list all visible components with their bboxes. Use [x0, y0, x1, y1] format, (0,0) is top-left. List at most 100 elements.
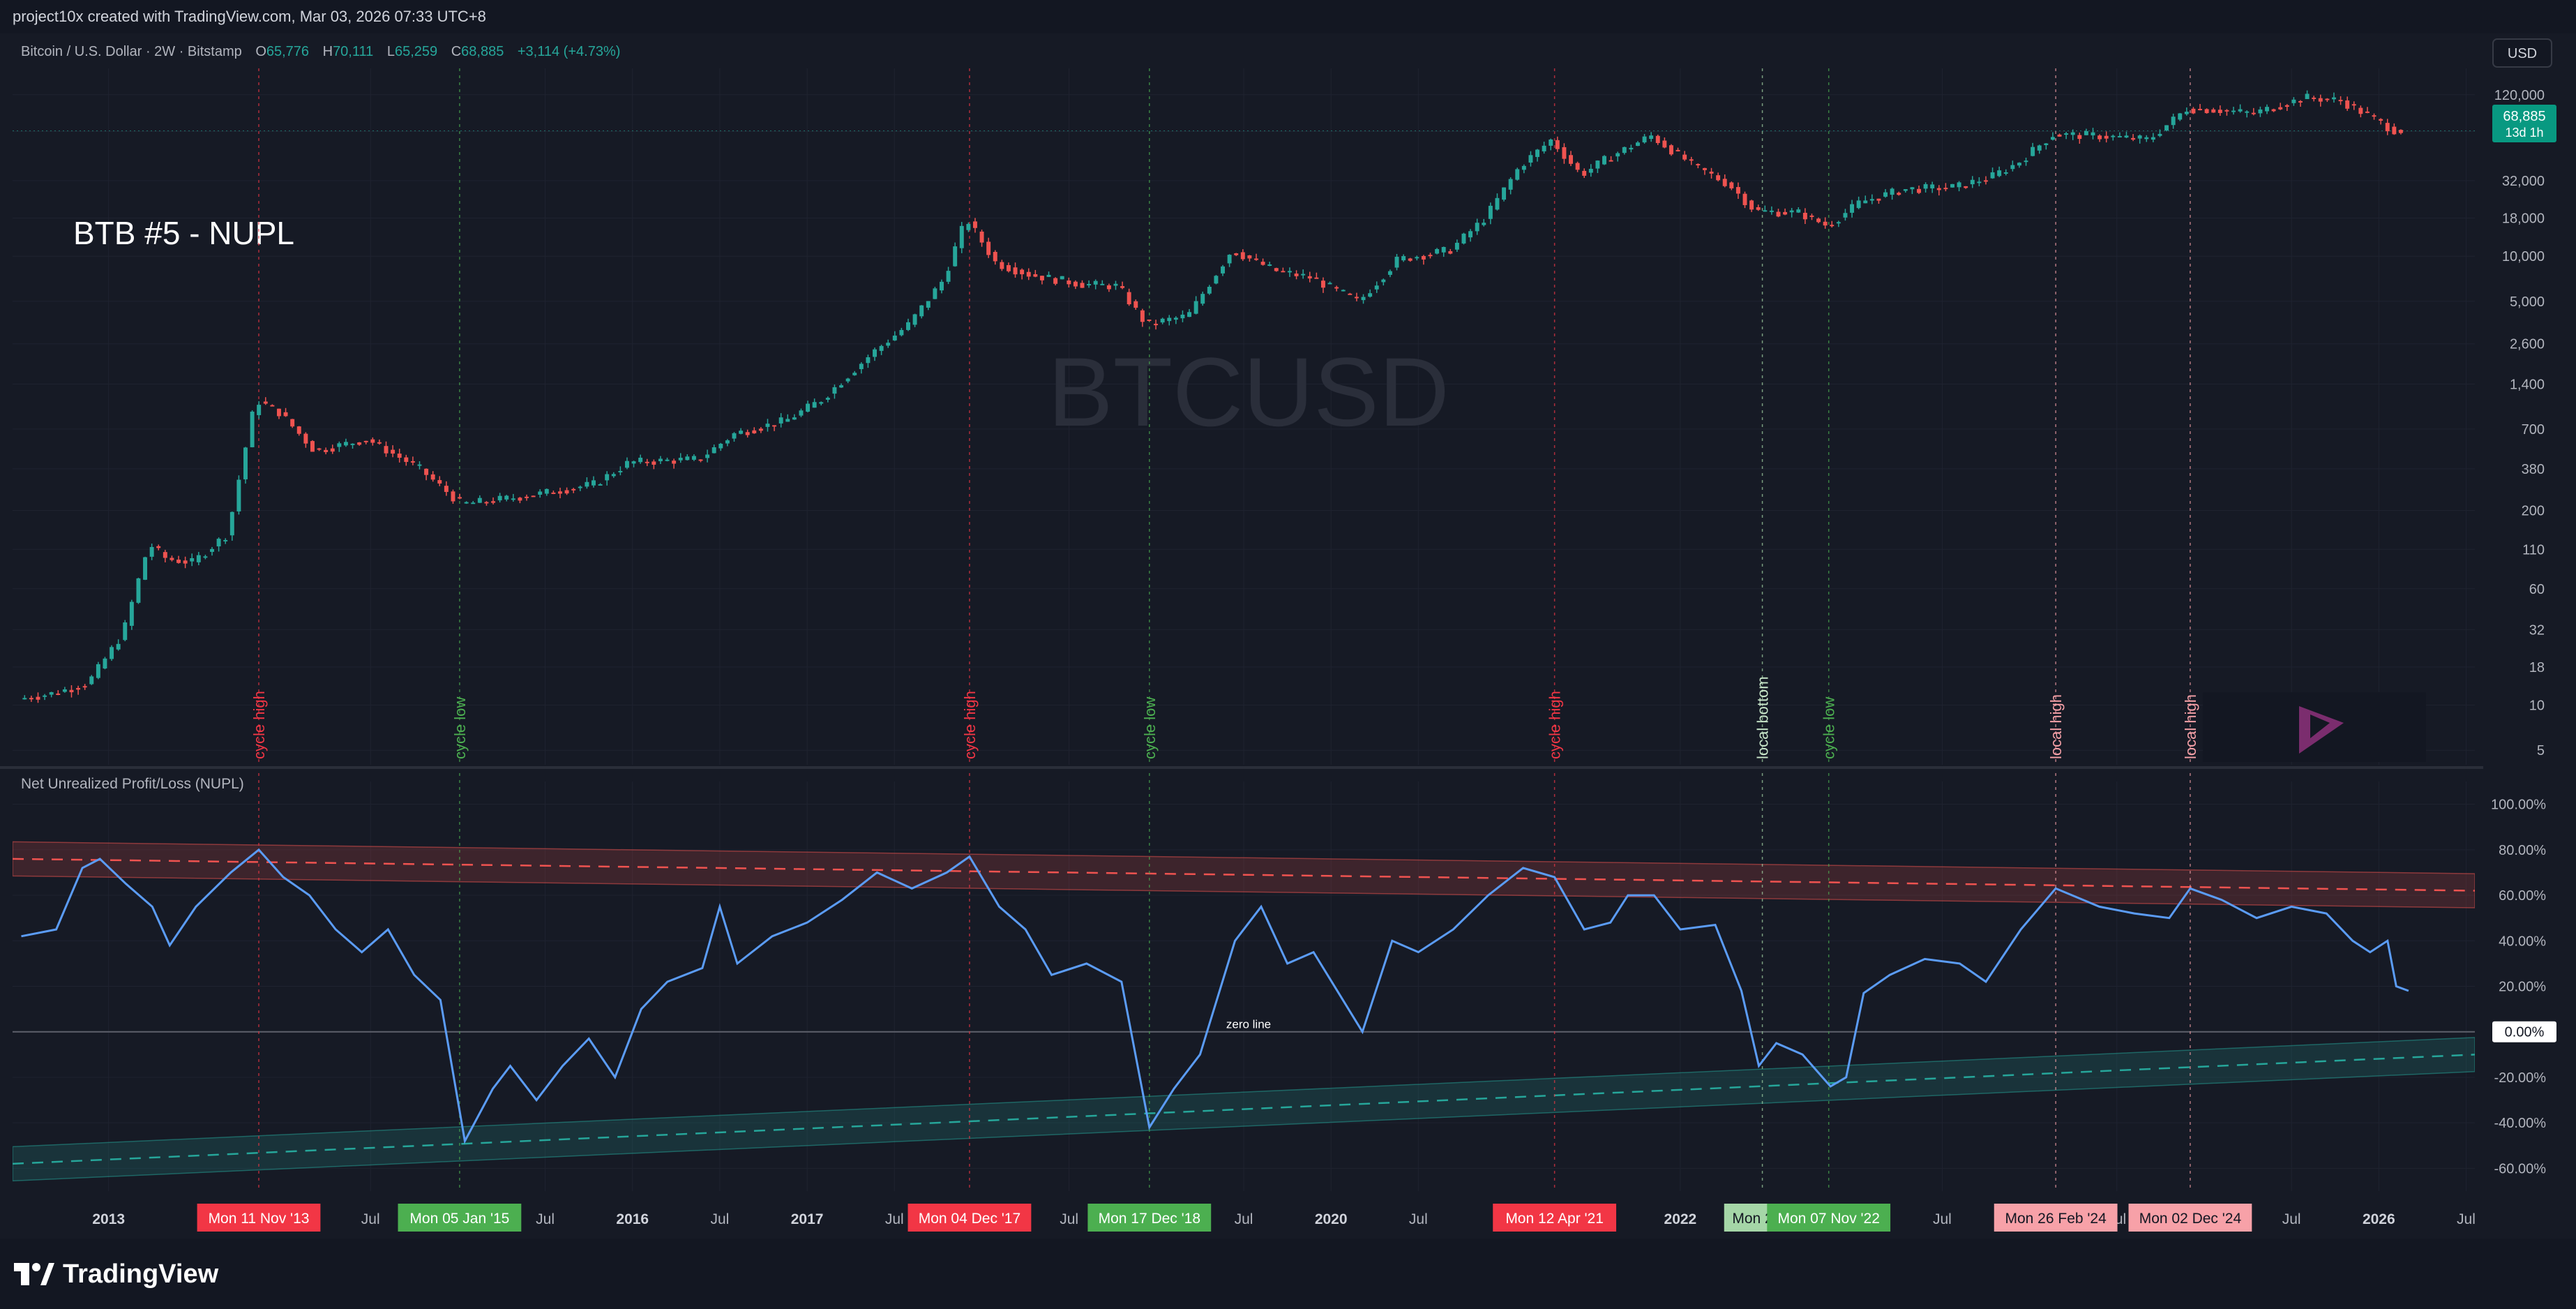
- time-tick-label: Jul: [361, 1211, 380, 1227]
- candle-body: [926, 301, 931, 308]
- candle-body: [678, 458, 683, 461]
- candle-body: [263, 401, 268, 404]
- candle-body: [1408, 258, 1413, 261]
- candle-body: [1026, 271, 1031, 277]
- candle-body: [1006, 264, 1011, 271]
- candle-body: [29, 698, 33, 700]
- candle-body: [691, 456, 696, 460]
- candle-body: [778, 417, 783, 424]
- candle-body: [1080, 283, 1085, 288]
- indicator-tick-label: 40.00%: [2499, 934, 2546, 949]
- price-tick-label: 10: [2529, 698, 2545, 714]
- candle-body: [1374, 285, 1379, 290]
- candle-body: [170, 558, 174, 560]
- candle-body: [1549, 139, 1553, 146]
- candle-body: [1314, 277, 1319, 279]
- candle-body: [1923, 184, 1928, 189]
- candle-body: [36, 696, 40, 700]
- candle-body: [812, 402, 817, 408]
- candle-body: [1106, 285, 1111, 290]
- indicator-tick-label: 80.00%: [2499, 843, 2546, 858]
- svg-text:68,885: 68,885: [2503, 109, 2545, 124]
- price-axis[interactable]: 120,00068,00032,00018,00010,0005,0002,60…: [2494, 88, 2545, 758]
- candle-body: [1622, 147, 1627, 154]
- event-date-tag-label: Mon 02 Dec '24: [2139, 1211, 2242, 1227]
- zero-line-label: zero line: [1226, 1018, 1271, 1031]
- pane-divider[interactable]: [0, 766, 2483, 769]
- candle-body: [1669, 145, 1673, 155]
- tradingview-brand[interactable]: TradingView: [14, 1255, 218, 1294]
- candle-body: [303, 433, 308, 444]
- candle-body: [745, 432, 750, 435]
- candle-body: [1508, 179, 1513, 190]
- candle-body: [1903, 189, 1908, 191]
- candle-body: [1769, 210, 1774, 212]
- candle-body: [806, 403, 811, 412]
- candle-body: [1415, 257, 1419, 259]
- candle-body: [123, 622, 128, 641]
- candle-body: [1221, 266, 1225, 274]
- price-tick-label: 110: [2522, 542, 2545, 558]
- candle-body: [1856, 200, 1861, 209]
- candle-body: [919, 305, 924, 317]
- candle-body: [1816, 218, 1821, 223]
- time-tick-label: Jul: [885, 1211, 904, 1227]
- candle-body: [417, 464, 422, 466]
- candle-body: [49, 691, 54, 695]
- candle-body: [739, 431, 744, 434]
- event-vertical-label: local bottom: [1754, 676, 1772, 759]
- indicator-title: Net Unrealized Profit/Loss (NUPL): [21, 776, 244, 792]
- candle-body: [886, 343, 891, 346]
- candle-body: [1569, 155, 1573, 164]
- candle-body: [1301, 274, 1306, 276]
- candle-body: [2191, 108, 2196, 114]
- candle-body: [96, 664, 100, 678]
- candle-body: [940, 281, 944, 291]
- candle-body: [1950, 184, 1954, 188]
- overlay-title: BTB #5 - NUPL: [73, 215, 294, 251]
- candle-body: [1528, 155, 1533, 163]
- candle-body: [1193, 301, 1198, 314]
- candle-body: [979, 231, 984, 243]
- candle-body: [1240, 252, 1245, 260]
- candle-body: [658, 458, 663, 461]
- candle-body: [1763, 210, 1768, 212]
- candle-body: [1836, 222, 1841, 224]
- candle-body: [1682, 154, 1687, 160]
- candle-body: [330, 448, 335, 452]
- candle-body: [1060, 276, 1064, 280]
- event-date-tag-bg: [1994, 1204, 2118, 1232]
- candle-body: [1368, 293, 1373, 297]
- candle-body: [82, 686, 87, 688]
- time-tick-label: Jul: [711, 1211, 730, 1227]
- candle-body: [176, 560, 181, 563]
- candle-body: [1207, 287, 1212, 294]
- candle-body: [1535, 149, 1540, 157]
- indicator-axis[interactable]: 100.00% 80.00% 60.00% 40.00% 20.00% -20.00% -4…: [2491, 798, 2546, 1177]
- candle-body: [1334, 287, 1339, 289]
- price-tick-label: 10,000: [2502, 249, 2545, 264]
- candle-body: [611, 474, 616, 477]
- candle-body: [1742, 193, 1747, 205]
- candle-body: [598, 484, 603, 486]
- candle-body: [2238, 109, 2243, 112]
- candle-body: [986, 241, 991, 255]
- candle-body: [2398, 130, 2403, 133]
- event-date-tag-label: Mon 05 Jan '15: [409, 1211, 509, 1227]
- event-vertical-label: local high: [2047, 694, 2065, 759]
- candle-body: [2064, 133, 2069, 135]
- candle-body: [551, 492, 556, 494]
- candle-body: [873, 349, 877, 357]
- candle-body: [243, 447, 248, 479]
- event-date-tag: Mon 12 Apr '21: [1493, 1204, 1617, 1232]
- indicator-tick-label: -20.00%: [2494, 1070, 2547, 1086]
- currency-button[interactable]: USD: [2492, 38, 2552, 68]
- candle-body: [2070, 132, 2075, 135]
- time-axis[interactable]: 2013 Jul Jul 2016 Jul 2017 Jul Jul Jul 2020 Jul 202…: [92, 1211, 2476, 1227]
- candle-body: [1722, 179, 1727, 186]
- candle-body: [69, 689, 74, 693]
- candle-body: [223, 539, 228, 541]
- candle-body: [1327, 283, 1332, 285]
- price-tick-label: 60: [2529, 582, 2545, 597]
